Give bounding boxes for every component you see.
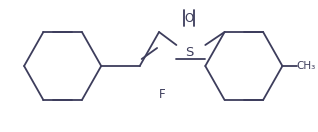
Text: S: S xyxy=(185,46,193,58)
Text: O: O xyxy=(184,11,194,25)
Text: F: F xyxy=(159,88,165,101)
Text: CH₃: CH₃ xyxy=(297,61,316,71)
